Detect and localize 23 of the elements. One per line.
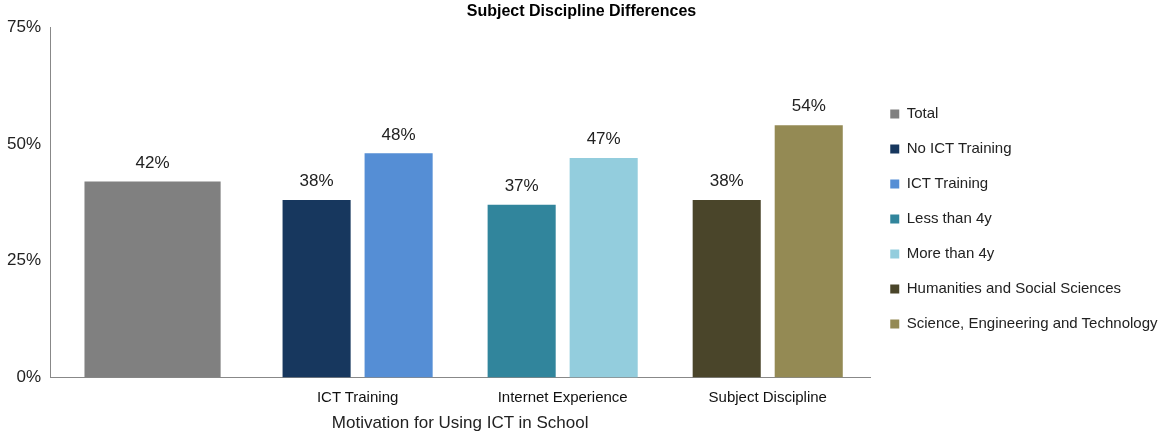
data-label: 47% <box>586 129 621 149</box>
legend-label: Less than 4y <box>906 209 993 227</box>
data-label: 38% <box>299 171 334 191</box>
y-tick-label: 0% <box>16 367 42 387</box>
x-tick-label: Subject Discipline <box>708 387 827 405</box>
legend-label: ICT Training <box>906 174 989 192</box>
x-axis-title: Motivation for Using ICT in School <box>331 413 589 433</box>
x-tick-label: ICT Training <box>316 387 399 405</box>
legend-label: More than 4y <box>906 244 995 262</box>
y-tick-label: 50% <box>6 133 42 153</box>
legend-label: Science, Engineering and Technology <box>906 314 1158 332</box>
legend-label: Humanities and Social Sciences <box>906 279 1122 297</box>
legend-label: Total <box>906 104 939 122</box>
y-tick-label: 25% <box>6 250 42 270</box>
data-label: 48% <box>381 124 416 144</box>
data-label: 37% <box>504 175 539 195</box>
data-label: 54% <box>791 96 826 116</box>
y-tick-label: 75% <box>6 16 42 36</box>
chart-title: Subject Discipline Differences <box>466 2 697 20</box>
x-tick-label: Internet Experience <box>497 387 628 405</box>
data-label: 38% <box>709 171 744 191</box>
legend-label: No ICT Training <box>906 139 1012 157</box>
data-label: 42% <box>135 152 170 172</box>
